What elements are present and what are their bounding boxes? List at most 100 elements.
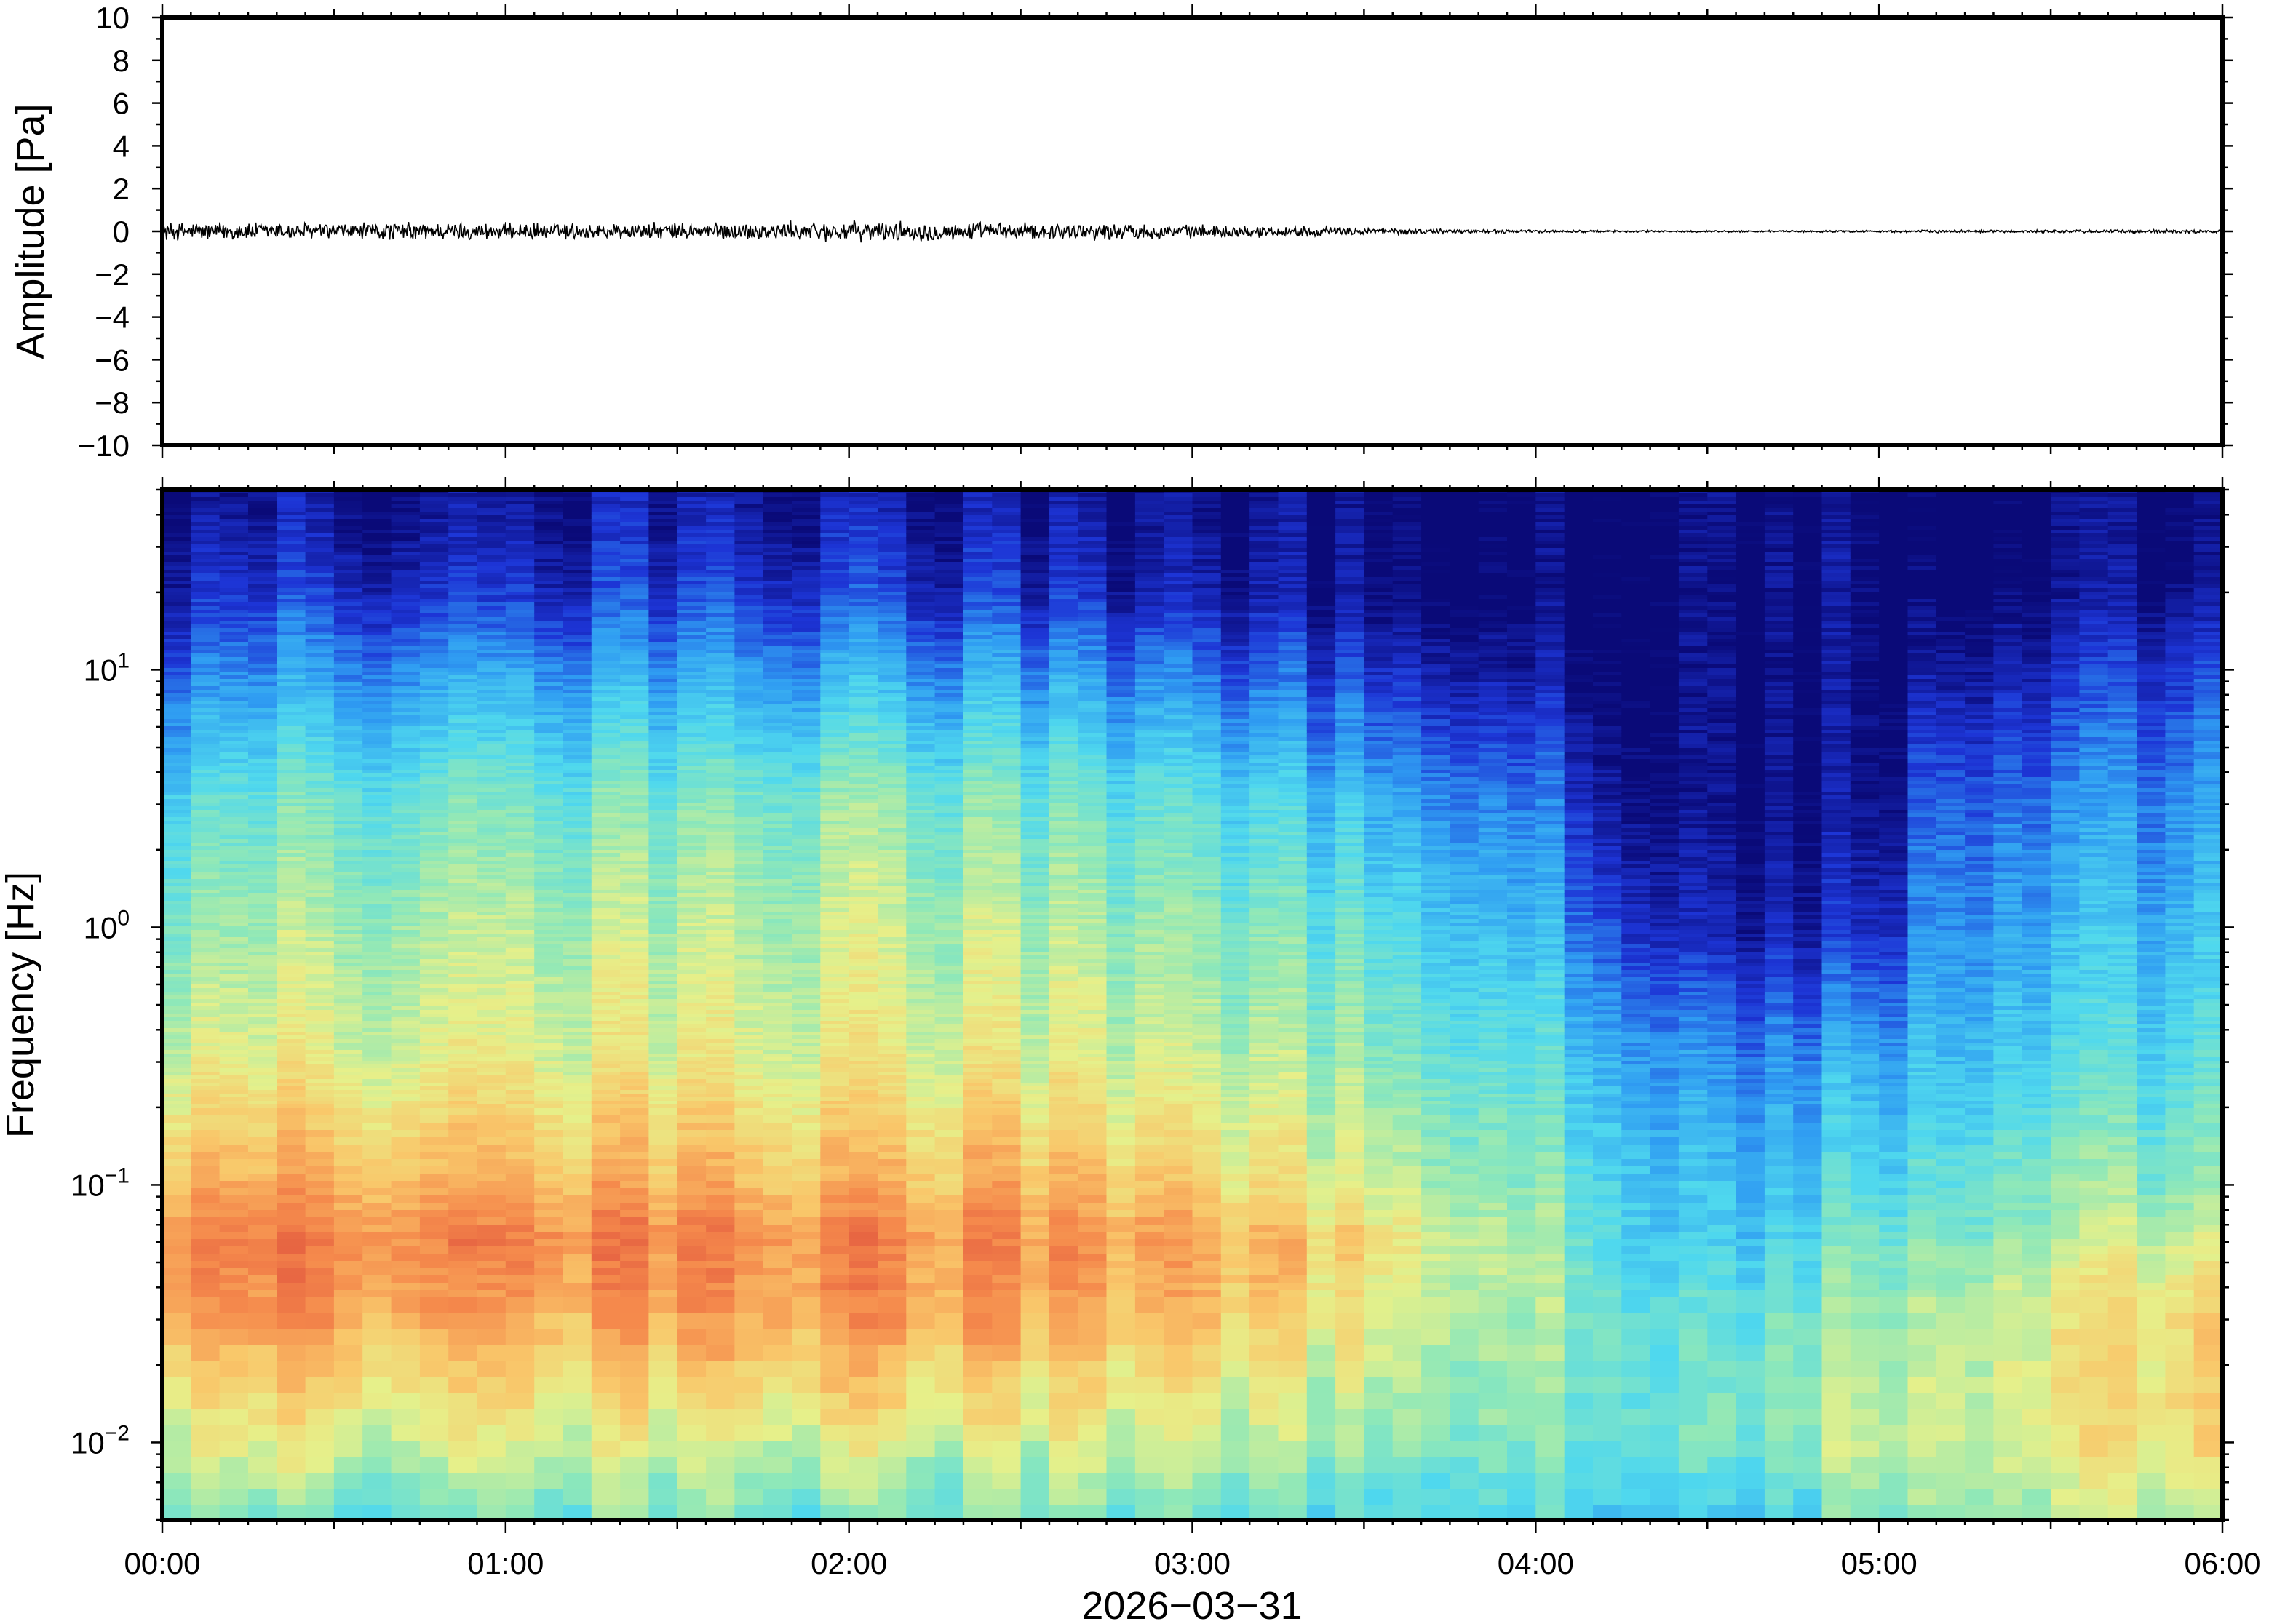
spectrogram-cell bbox=[706, 664, 736, 669]
spectrogram-cell bbox=[648, 799, 678, 803]
spectrogram-cell bbox=[448, 810, 478, 814]
spectrogram-cell bbox=[219, 850, 249, 854]
spectrogram-cell bbox=[763, 650, 792, 654]
spectrogram-cell bbox=[591, 661, 621, 665]
spectrogram-cell bbox=[591, 1050, 621, 1054]
spectrogram-cell bbox=[763, 901, 792, 905]
spectrogram-cell bbox=[763, 1329, 792, 1346]
spectrogram-cell bbox=[563, 912, 592, 916]
spectrogram-cell bbox=[763, 755, 792, 760]
spectrogram-cell bbox=[162, 1028, 192, 1032]
spectrogram-cell bbox=[534, 886, 564, 891]
spectrogram-cell bbox=[792, 519, 822, 523]
spectrogram-cell bbox=[277, 555, 306, 560]
spectrogram-cell bbox=[477, 1232, 506, 1240]
spectrogram-cell bbox=[763, 504, 792, 509]
spectrogram-cell bbox=[591, 948, 621, 952]
spectrogram-cell bbox=[477, 923, 506, 927]
spectrogram-cell bbox=[620, 715, 650, 720]
spectrogram-cell bbox=[734, 552, 764, 556]
spectrogram-cell bbox=[419, 515, 449, 520]
spectrogram-cell bbox=[706, 690, 736, 694]
spectrogram-cell bbox=[648, 792, 678, 796]
spectrogram-cell bbox=[362, 766, 392, 771]
spectrogram-cell bbox=[534, 1261, 564, 1269]
spectrogram-cell bbox=[563, 893, 592, 898]
spectrogram-cell bbox=[706, 1035, 736, 1040]
spectrogram-cell bbox=[419, 1181, 449, 1189]
spectrogram-cell bbox=[219, 1425, 249, 1442]
spectrogram-cell bbox=[591, 1297, 621, 1314]
spectrogram-cell bbox=[419, 1246, 449, 1254]
spectrogram-cell bbox=[219, 672, 249, 676]
spectrogram-cell bbox=[648, 821, 678, 825]
spectrogram-cell bbox=[248, 999, 278, 1003]
spectrogram-cell bbox=[162, 686, 192, 690]
spectrogram-cell bbox=[563, 712, 592, 716]
spectrogram-cell bbox=[191, 781, 220, 785]
spectrogram-cell bbox=[248, 981, 278, 985]
spectrogram-cell bbox=[191, 934, 220, 938]
spectrogram-cell bbox=[620, 497, 650, 501]
spectrogram-cell bbox=[333, 799, 363, 803]
spectrogram-cell bbox=[477, 1441, 506, 1458]
spectrogram-cell bbox=[219, 1086, 249, 1091]
spectrogram-cell bbox=[248, 704, 278, 709]
spectrogram-cell bbox=[362, 744, 392, 749]
spectrogram-cell bbox=[219, 602, 249, 607]
spectrogram-cell bbox=[591, 1275, 621, 1283]
spectrogram-cell bbox=[677, 1283, 707, 1291]
spectrogram-cell bbox=[219, 904, 249, 909]
spectrogram-cell bbox=[191, 1043, 220, 1047]
spectrogram-cell bbox=[248, 559, 278, 563]
spectrogram-cell bbox=[763, 704, 792, 709]
spectrogram-cell bbox=[763, 682, 792, 687]
spectrogram-cell bbox=[391, 1217, 421, 1225]
spectrogram-cell bbox=[620, 850, 650, 854]
spectrogram-cell bbox=[792, 977, 822, 982]
spectrogram-cell bbox=[419, 817, 449, 821]
spectrogram-cell bbox=[362, 1159, 392, 1167]
spectrogram-cell bbox=[162, 912, 192, 916]
spectrogram-cell bbox=[648, 715, 678, 720]
spectrogram-cell bbox=[792, 912, 822, 916]
spectrogram-cell bbox=[505, 919, 535, 923]
spectrogram-cell bbox=[505, 599, 535, 603]
spectrogram-cell bbox=[505, 497, 535, 501]
spectrogram-cell bbox=[362, 715, 392, 720]
spectrogram-cell bbox=[419, 999, 449, 1003]
spectrogram-cell bbox=[534, 1086, 564, 1091]
spectrogram-cell bbox=[648, 944, 678, 949]
spectrogram-cell bbox=[792, 792, 822, 796]
spectrogram-cell bbox=[706, 617, 736, 621]
spectrogram-cell bbox=[191, 784, 220, 789]
spectrogram-cell bbox=[419, 610, 449, 614]
spectrogram-cell bbox=[534, 1094, 564, 1098]
spectrogram-cell bbox=[333, 832, 363, 836]
spectrogram-cell bbox=[162, 784, 192, 789]
spectrogram-cell bbox=[162, 581, 192, 585]
spectrogram-cell bbox=[162, 512, 192, 516]
spectrogram-cell bbox=[162, 1268, 192, 1276]
spectrogram-cell bbox=[734, 1166, 764, 1174]
spectrogram-cell bbox=[505, 726, 535, 731]
spectrogram-cell bbox=[677, 926, 707, 931]
spectrogram-cell bbox=[591, 639, 621, 643]
spectrogram-cell bbox=[534, 908, 564, 912]
spectrogram-cell bbox=[448, 1505, 478, 1520]
spectrogram-cell bbox=[191, 1064, 220, 1069]
spectrogram-cell bbox=[277, 803, 306, 807]
spectrogram-cell bbox=[505, 515, 535, 520]
spectrogram-cell bbox=[706, 715, 736, 720]
spectrogram-cell bbox=[477, 624, 506, 629]
spectrogram-cell bbox=[248, 733, 278, 738]
spectrogram-cell bbox=[219, 1329, 249, 1346]
spectrogram-cell bbox=[448, 504, 478, 509]
spectrogram-cell bbox=[648, 1275, 678, 1283]
spectrogram-cell bbox=[620, 1188, 650, 1196]
spectrogram-cell bbox=[505, 519, 535, 523]
spectrogram-cell bbox=[362, 799, 392, 803]
spectrogram-cell bbox=[763, 1061, 792, 1065]
spectrogram-cell bbox=[620, 1032, 650, 1036]
spectrogram-cell bbox=[305, 712, 335, 716]
